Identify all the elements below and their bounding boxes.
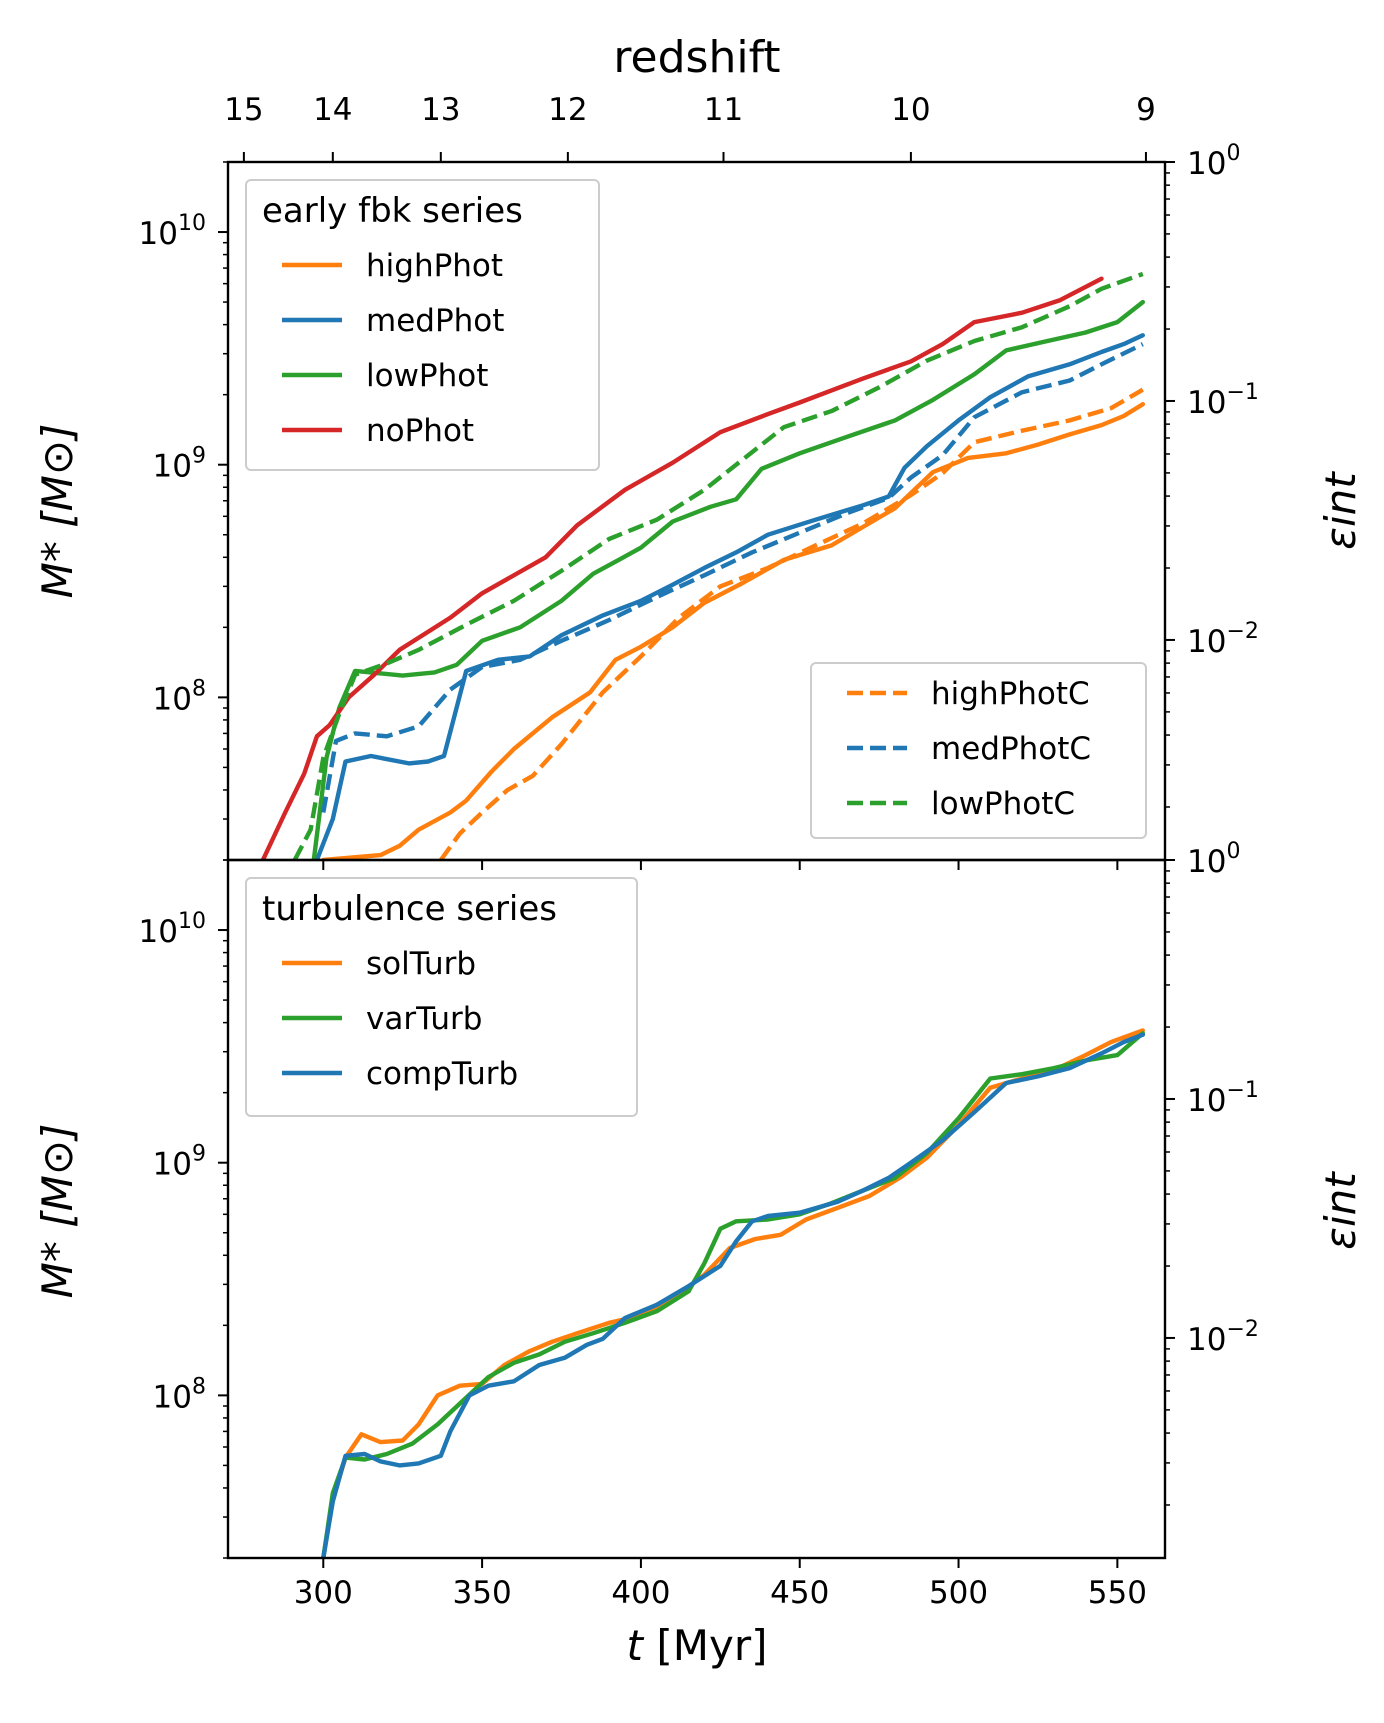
redshift-tick-label: 10 xyxy=(891,92,930,128)
bottom-panel-frame xyxy=(226,858,1167,1560)
series-line-noPhot xyxy=(260,276,1104,860)
legend-label: highPhotC xyxy=(931,676,1090,712)
xlabel-variable: t xyxy=(627,1621,645,1670)
legend-label: compTurb xyxy=(366,1056,518,1092)
legend-frame xyxy=(245,877,638,1117)
legend-label: lowPhotC xyxy=(931,786,1075,822)
legend-photc: highPhotC medPhotC lowPhotC xyxy=(810,662,1147,839)
redshift-axis-title: redshift xyxy=(613,32,780,83)
top-panel-series xyxy=(260,271,1146,860)
series-line-highPhot xyxy=(321,402,1146,860)
y-tick-label: 109 xyxy=(153,1142,206,1183)
xlabel: t [Myr] xyxy=(627,1621,768,1670)
x-tick-label: 300 xyxy=(294,1575,353,1611)
y2-tick-label: 100 xyxy=(1187,141,1240,182)
legend-frame xyxy=(245,179,600,471)
x-tick-label: 450 xyxy=(770,1575,829,1611)
redshift-tick-label: 14 xyxy=(313,92,352,128)
xlabel-unit: [Myr] xyxy=(643,1621,767,1670)
legend-label: medPhotC xyxy=(931,731,1091,767)
series-line-lowPhotC xyxy=(292,271,1144,860)
x-tick-label: 550 xyxy=(1088,1575,1147,1611)
legend-label: solTurb xyxy=(366,946,476,982)
bottom-right-ylabel: εint xyxy=(1316,1171,1365,1250)
y2-tick-label: 10−2 xyxy=(1187,1317,1259,1358)
series-line-varTurb xyxy=(321,1031,1146,1558)
y-tick-label: 108 xyxy=(153,1374,206,1415)
x-tick-label: 500 xyxy=(929,1575,988,1611)
series-line-lowPhot xyxy=(311,299,1146,860)
legend-label: lowPhot xyxy=(366,358,488,394)
y2-tick-label: 10−2 xyxy=(1187,619,1259,660)
redshift-tick-label: 9 xyxy=(1136,92,1156,128)
legend-label: noPhot xyxy=(366,413,474,449)
y-tick-label: 1010 xyxy=(139,909,206,950)
legend-title: turbulence series xyxy=(262,889,557,929)
bottom-ylabel: M* [M⊙] xyxy=(33,1124,82,1299)
legend-label: highPhot xyxy=(366,248,503,284)
redshift-tick-label: 12 xyxy=(548,92,587,128)
top-right-ylabel: εint xyxy=(1316,471,1365,550)
legend-early-fbk: early fbk series highPhot medPhot lowPhot no… xyxy=(245,179,600,471)
y2-tick-label: 10−1 xyxy=(1187,1078,1259,1119)
y-tick-label: 109 xyxy=(153,444,206,485)
legend-turbulence: turbulence series solTurb varTurb compTurb xyxy=(245,877,638,1117)
legend-label: varTurb xyxy=(366,1001,482,1037)
legend-title: early fbk series xyxy=(262,191,523,231)
y-tick-label: 1010 xyxy=(139,211,206,252)
series-line-compTurb xyxy=(321,1032,1146,1558)
y-tick-label: 108 xyxy=(153,676,206,717)
series-line-highPhotC xyxy=(439,387,1144,860)
x-tick-label: 350 xyxy=(453,1575,512,1611)
redshift-tick-label: 13 xyxy=(421,92,460,128)
y2-tick-label: 100 xyxy=(1187,839,1240,880)
series-line-medPhotC xyxy=(321,342,1144,813)
y2-tick-label: 10−1 xyxy=(1187,380,1259,421)
series-line-medPhot xyxy=(314,333,1146,860)
x-tick-label: 400 xyxy=(611,1575,670,1611)
redshift-tick-label: 11 xyxy=(704,92,743,128)
legend-label: medPhot xyxy=(366,303,504,339)
redshift-tick-label: 15 xyxy=(224,92,263,128)
bottom-panel-series xyxy=(321,1028,1146,1558)
legend-frame xyxy=(810,662,1147,839)
top-ylabel: M* [M⊙] xyxy=(33,424,82,599)
